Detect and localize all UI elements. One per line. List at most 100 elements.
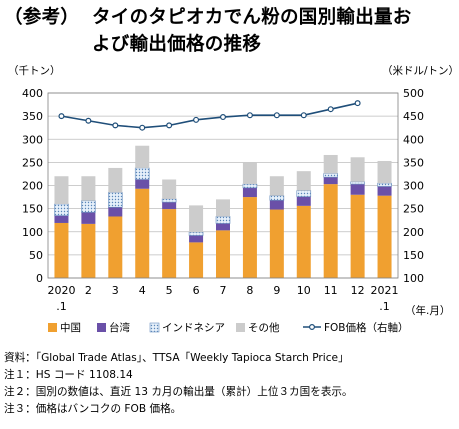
price-point — [58, 113, 65, 120]
bar-1 — [216, 230, 230, 278]
y2-tick-label: 100 — [403, 272, 424, 285]
legend: 中国 台湾 インドネシア その他 FOB価格（右軸） — [48, 321, 409, 334]
price-point — [112, 122, 119, 129]
bar-1 — [54, 222, 69, 278]
bars — [54, 145, 392, 278]
legend-swatch — [236, 323, 245, 332]
x-tick-label: 3 — [112, 284, 119, 297]
bar-1 — [135, 188, 150, 278]
y2-tick-label: 250 — [403, 203, 424, 216]
bar-3 — [215, 216, 231, 224]
x-tick-label: 6 — [193, 284, 200, 297]
y-tick-label: 200 — [22, 180, 43, 193]
bar-3 — [161, 198, 177, 203]
legend-swatch — [48, 323, 57, 332]
legend-label: その他 — [248, 321, 280, 334]
bar-2 — [81, 212, 96, 224]
x-tick-label: 10 — [297, 284, 311, 297]
bar-3 — [350, 181, 365, 185]
x-tick-label: 2020 — [47, 284, 75, 297]
bar-1 — [81, 223, 96, 278]
bar-4 — [350, 157, 365, 182]
bar-1 — [242, 197, 257, 278]
chart: （千トン） （米ドル/トン） 0 100 50 150 100 200 150 250 200 3… — [8, 64, 459, 334]
bar-2 — [323, 177, 338, 185]
y-tick-label: 300 — [22, 133, 43, 146]
bar-3 — [188, 231, 204, 236]
note-2: 注２：国別の数値は、直近 13 カ月の輸出量（累計）上位３カ国を表示。 — [4, 386, 353, 398]
bar-4 — [162, 179, 177, 199]
y2-tick-label: 450 — [403, 110, 424, 123]
x-tick-label: 7 — [220, 284, 227, 297]
price-point — [166, 122, 173, 129]
bar-3 — [269, 195, 285, 201]
x-tick-label: .1 — [379, 300, 390, 313]
x-tick-label: 2 — [85, 284, 92, 297]
bar-2 — [162, 202, 177, 210]
y2-tick-label: 300 — [403, 180, 424, 193]
bar-2 — [54, 215, 69, 223]
y-tick-label: 250 — [22, 156, 43, 169]
note-source: 資料：「Global Trade Atlas」、TTSA「Weekly Tapi… — [4, 352, 349, 364]
x-tick-label: 4 — [139, 284, 146, 297]
bar-3 — [54, 203, 69, 216]
y2-tick-label: 400 — [403, 133, 424, 146]
legend-swatch — [97, 323, 106, 332]
price-point — [139, 124, 146, 131]
bar-4 — [54, 176, 69, 204]
y-tick-label: 0 — [36, 272, 43, 285]
bar-4 — [108, 167, 123, 193]
title-line-1: タイのタピオカでん粉の国別輸出量お — [92, 7, 412, 28]
x-axis-unit: （年.月） — [405, 304, 450, 317]
y2-tick-label: 350 — [403, 156, 424, 169]
price-point — [193, 116, 200, 123]
legend-label: 中国 — [60, 321, 81, 334]
title-line-2: よび輸出価格の推移 — [92, 34, 262, 55]
bar-3 — [323, 173, 338, 178]
price-point — [354, 100, 361, 107]
bar-1 — [350, 194, 365, 278]
bar-1 — [323, 184, 338, 278]
bar-4 — [189, 205, 204, 233]
price-line-path — [61, 102, 358, 129]
bar-2 — [242, 187, 257, 198]
price-point — [220, 114, 227, 121]
note-3: 注３：価格はバンコクの FOB 価格。 — [4, 403, 182, 415]
bar-3 — [296, 190, 312, 197]
x-tick-label: .1 — [56, 300, 67, 313]
price-point — [246, 112, 253, 119]
bar-1 — [296, 205, 311, 278]
bar-1 — [189, 242, 204, 278]
x-tick-label: 8 — [246, 284, 253, 297]
price-point — [273, 112, 280, 119]
y2-tick-label: 150 — [403, 249, 424, 262]
y-tick-label: 400 — [22, 87, 43, 100]
bar-4 — [216, 199, 230, 217]
bar-1 — [269, 209, 284, 278]
bar-2 — [350, 184, 365, 195]
bar-4 — [377, 160, 392, 184]
bar-4 — [81, 176, 96, 201]
right-axis-unit: （米ドル/トン） — [382, 64, 459, 77]
bar-4 — [269, 176, 284, 196]
x-tick-label: 9 — [273, 284, 280, 297]
bar-2 — [216, 223, 230, 231]
bar-2 — [189, 235, 204, 243]
bar-1 — [377, 195, 392, 278]
price-point — [327, 106, 334, 113]
legend-label: FOB価格（右軸） — [324, 321, 409, 334]
y-tick-label: 350 — [22, 110, 43, 123]
plot-frame — [47, 92, 399, 279]
x-tick-label: 5 — [166, 284, 173, 297]
chart-title: （参考） タイのタピオカでん粉の国別輸出量お よび輸出価格の推移 — [4, 4, 456, 58]
y-tick-label: 50 — [29, 249, 43, 262]
legend-label: インドネシア — [162, 322, 225, 334]
legend-marker — [309, 324, 316, 331]
left-axis-unit: （千トン） — [8, 65, 61, 77]
bar-4 — [135, 145, 150, 168]
bar-3 — [81, 200, 96, 213]
bar-4 — [323, 154, 338, 174]
y-tick-label: 150 — [22, 203, 43, 216]
y-tick-label: 100 — [22, 226, 43, 239]
bar-3 — [108, 192, 123, 208]
